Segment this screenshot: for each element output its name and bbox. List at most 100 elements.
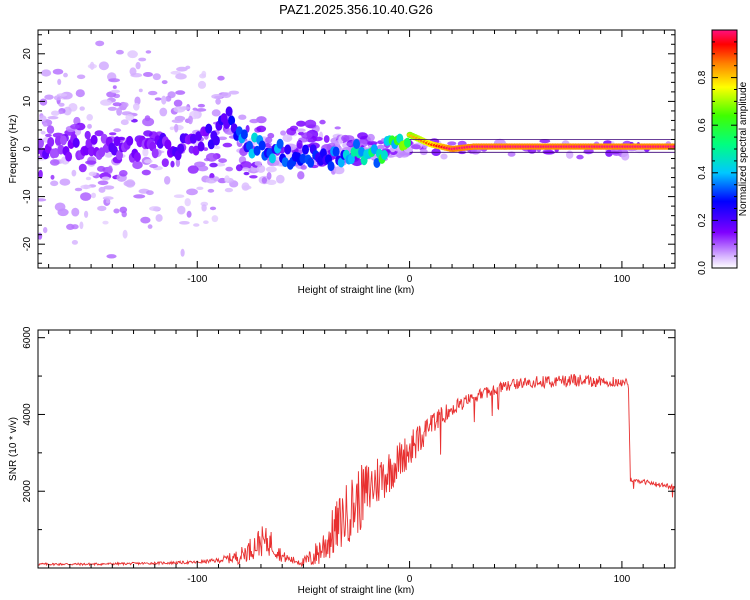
noise-blob [197,165,209,172]
colorbar-tick-label: 0.6 [697,118,708,132]
noise-blob [289,125,299,132]
ridge-mark [133,152,141,162]
noise-blob [97,180,109,186]
noise-blob [63,106,72,116]
noise-blob [39,98,48,106]
noise-blob [152,73,161,81]
noise-blob [266,172,272,180]
ridge-mark [404,137,411,148]
noise-blob [143,72,153,77]
noise-blob [266,179,277,185]
noise-blob [173,99,183,108]
colorbar-tick-label: 0.4 [697,165,708,179]
noise-blob [346,142,353,147]
noise-blob [127,50,138,59]
noise-blob [97,205,107,212]
noise-blob [161,95,167,105]
y-tick-label: 10 [22,95,33,107]
noise-blob [120,119,129,126]
noise-blob [264,143,271,148]
noise-blob [59,178,71,186]
ridge-mark [151,148,159,159]
noise-blob [367,141,378,146]
noise-blob [201,204,207,212]
colorbar-tick-label: 0.0 [697,261,708,275]
noise-blob [51,110,60,116]
noise-blob [45,133,52,138]
ridge-mark [197,141,205,152]
noise-blob [63,72,68,78]
noise-blob [129,67,137,76]
noise-blob [323,135,330,143]
noise-blob [161,80,168,85]
noise-blob [224,187,233,193]
noise-blob [108,78,120,83]
noise-blob [238,114,247,120]
noise-blob [86,114,93,121]
ridge-mark [302,144,309,155]
ridge-mark [98,147,106,158]
ridge-mark [276,138,284,149]
noise-blob [196,108,207,112]
noise-blob [143,130,153,137]
ridge-mark [373,158,381,168]
y-tick-label: 0 [22,146,33,152]
spectrogram-y-ticks: -20 -10 0 10 20 [22,34,675,264]
noise-blob [411,144,421,150]
y-tick-label: -20 [22,237,33,252]
noise-blob [265,166,277,173]
noise-blob [44,94,54,100]
noise-blob [175,90,186,95]
noise-blob [71,240,78,245]
noise-blob [296,139,303,149]
ridge-mark [116,150,123,161]
noise-blob [75,89,85,98]
noise-blob [138,88,143,93]
noise-blob [79,106,85,111]
noise-blob [297,171,305,180]
noise-blob [66,223,75,230]
noise-blob [95,40,105,47]
noise-blob [119,170,128,177]
noise-blob [399,152,408,156]
noise-blob [203,147,209,152]
noise-blob [256,125,267,133]
noise-blob [147,224,153,229]
noise-blob [507,151,516,157]
noise-blob [211,94,223,99]
noise-blob [144,115,151,122]
noise-blob [256,116,267,124]
ridge-mark [47,137,55,147]
ridge-mark [284,144,292,155]
noise-blob [47,116,59,120]
noise-blob [215,98,221,105]
noise-blob [228,90,240,95]
noise-blob [576,154,584,160]
noise-blob [261,177,268,184]
noise-blob [40,130,46,135]
noise-blob [175,73,187,80]
ridge-mark [327,161,335,172]
noise-blob [256,164,266,173]
noise-blob [174,123,179,133]
noise-blob [211,215,219,223]
noise-blob [215,162,226,167]
ridge-mark [332,146,340,157]
noise-blob [97,165,106,172]
ridge-mark [88,146,95,157]
noise-blob [366,133,375,142]
ridge-mark [307,157,315,168]
noise-blob [213,176,220,182]
noise-blob [50,180,59,187]
noise-blob [196,186,204,190]
noise-blob [605,149,613,157]
noise-blob [221,92,232,98]
noise-blob [186,188,198,196]
noise-blob [100,99,112,106]
ridge-mark [246,140,253,151]
noise-blob [301,132,313,139]
noise-blob [296,120,306,127]
noise-blob [98,186,106,193]
snr-y-label: SNR (10 * v/v) [8,417,19,481]
